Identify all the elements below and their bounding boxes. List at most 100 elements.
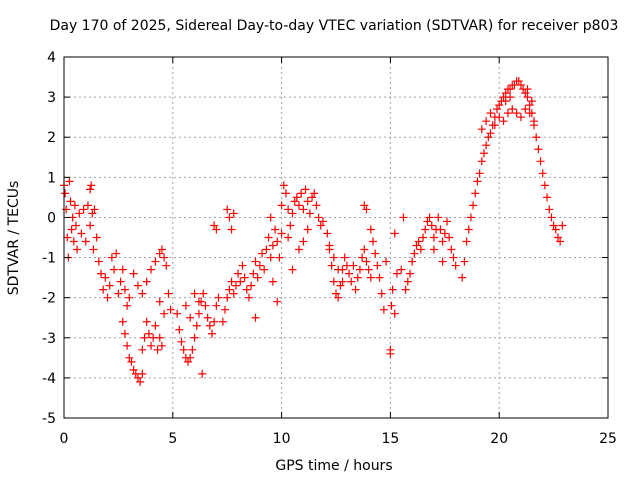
data-point (258, 249, 267, 258)
data-point (506, 85, 515, 94)
data-point (523, 85, 532, 94)
data-point (225, 213, 234, 222)
data-point (155, 333, 164, 342)
data-point (234, 269, 243, 278)
data-point (120, 285, 129, 294)
data-point (221, 305, 230, 314)
data-point (63, 233, 72, 242)
y-tick-label: 1 (47, 170, 56, 186)
data-point (271, 225, 280, 234)
data-point (218, 317, 227, 326)
data-point (323, 229, 332, 238)
data-point (427, 221, 436, 230)
y-tick-label: -4 (42, 371, 56, 387)
data-point (177, 337, 186, 346)
data-point (86, 221, 95, 230)
data-point (353, 273, 362, 282)
data-point (138, 289, 147, 298)
data-point (371, 249, 380, 258)
data-point (229, 209, 238, 218)
data-point (151, 257, 160, 266)
data-point (345, 269, 354, 278)
data-point (184, 357, 193, 366)
data-point (532, 133, 541, 142)
data-point (545, 205, 554, 214)
data-point (525, 101, 534, 110)
data-point (451, 261, 460, 270)
y-tick-label: 2 (47, 130, 56, 146)
x-tick-labels: 0 5 10 15 20 25 (60, 431, 617, 447)
data-point (155, 249, 164, 258)
data-point (475, 169, 484, 178)
data-point (412, 241, 421, 250)
data-point (530, 117, 539, 126)
data-point (414, 237, 423, 246)
data-point (227, 277, 236, 286)
x-tick-label: 15 (381, 431, 399, 447)
data-point (547, 213, 556, 222)
chart-title: Day 170 of 2025, Sidereal Day-to-day VTE… (50, 18, 619, 34)
data-point (501, 97, 510, 106)
data-point (205, 321, 214, 330)
data-point (303, 225, 312, 234)
data-point (79, 205, 88, 214)
x-tick-label: 0 (60, 431, 69, 447)
data-point (486, 109, 495, 118)
data-point (301, 185, 310, 194)
data-point (231, 281, 240, 290)
data-point (199, 289, 208, 298)
data-point (186, 313, 195, 322)
data-point (506, 93, 515, 102)
data-point (162, 261, 171, 270)
data-point (501, 89, 510, 98)
data-point (273, 237, 282, 246)
data-point (360, 245, 369, 254)
data-point (264, 233, 273, 242)
data-point (299, 237, 308, 246)
data-point (390, 309, 399, 318)
data-point (549, 221, 558, 230)
data-point (251, 257, 260, 266)
data-point (379, 305, 388, 314)
data-point (536, 157, 545, 166)
y-tick-label: -2 (42, 291, 56, 307)
data-point (425, 213, 434, 222)
data-point (366, 273, 375, 282)
data-point (155, 297, 164, 306)
data-point (107, 253, 116, 262)
data-point (312, 201, 321, 210)
data-point (138, 369, 147, 378)
data-point (442, 217, 451, 226)
data-point (262, 245, 271, 254)
y-tick-label: -5 (42, 411, 56, 427)
data-point (382, 257, 391, 266)
data-point (329, 253, 338, 262)
data-point (329, 277, 338, 286)
data-point (268, 277, 277, 286)
data-point (244, 293, 253, 302)
data-point (290, 197, 299, 206)
data-point (314, 213, 323, 222)
data-point (334, 265, 343, 274)
data-point (421, 225, 430, 234)
data-point (157, 245, 166, 254)
data-point (144, 329, 153, 338)
y-tick-label: 0 (47, 210, 56, 226)
data-point (388, 285, 397, 294)
data-point (392, 269, 401, 278)
data-point (495, 113, 504, 122)
y-tick-labels: -5 -4 -3 -2 -1 0 1 2 3 4 (42, 50, 56, 427)
data-point (423, 217, 432, 226)
data-point (268, 241, 277, 250)
data-point (207, 329, 216, 338)
data-point (334, 293, 343, 302)
data-point (240, 273, 249, 282)
data-point (525, 109, 534, 118)
data-point (67, 225, 76, 234)
data-point (338, 277, 347, 286)
data-point (210, 317, 219, 326)
data-point (210, 221, 219, 230)
data-point (253, 273, 262, 282)
plot-frame (63, 56, 609, 419)
